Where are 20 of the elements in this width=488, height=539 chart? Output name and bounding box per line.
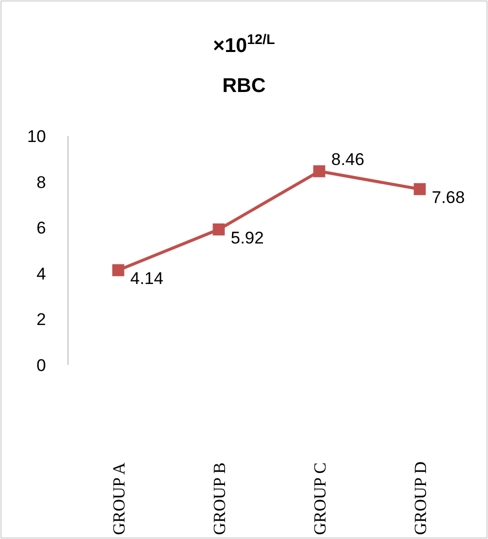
y-tick-label: 2 [36, 310, 46, 330]
y-tick-label: 8 [36, 172, 46, 192]
x-tick-label: GROUP C [310, 462, 330, 535]
point [212, 223, 225, 236]
x-tick-label: GROUP A [109, 462, 128, 535]
y-tick-label: 6 [36, 218, 46, 238]
data-label: 5.92 [230, 228, 264, 248]
chart-subtitle: RBC [222, 75, 266, 97]
point [313, 165, 326, 178]
y-tick-label: 4 [36, 264, 46, 284]
point [112, 264, 124, 276]
x-tick-label: GROUP D [410, 461, 430, 535]
chart-title: ×10$^{12/L}$ [213, 31, 276, 57]
data-label: 7.68 [432, 188, 465, 208]
point [414, 183, 426, 196]
x-tick-label: GROUP B [210, 462, 229, 535]
y-tick-label: 0 [36, 356, 46, 375]
y-tick-label: 10 [27, 126, 46, 146]
data-label: 8.46 [331, 150, 364, 170]
data-label: 4.14 [130, 269, 164, 288]
